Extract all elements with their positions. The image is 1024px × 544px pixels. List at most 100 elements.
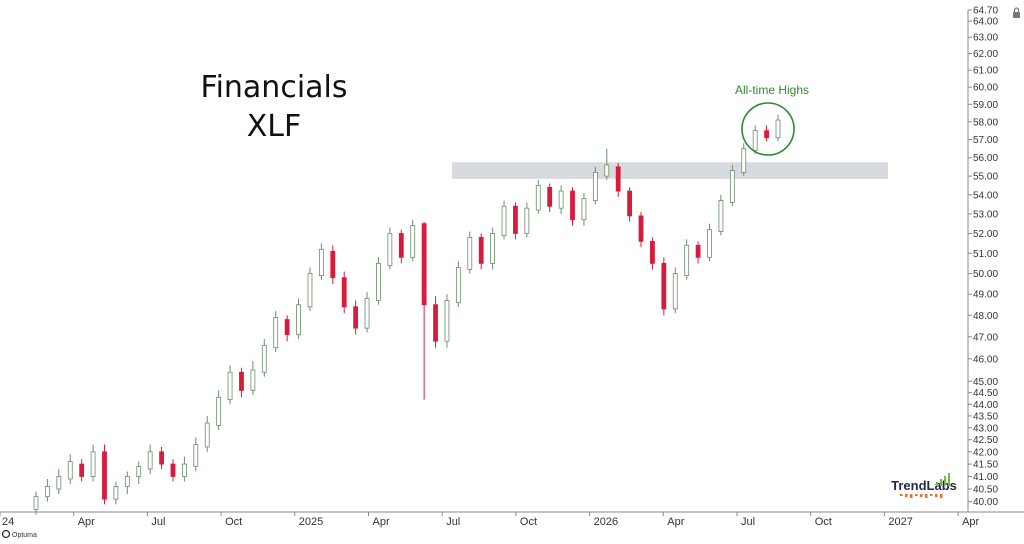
candle [45, 478, 50, 502]
y-tick-label: 40.00 [973, 497, 998, 508]
candle-body [90, 451, 96, 477]
candle-body [513, 205, 518, 234]
y-tick-label: 61.00 [973, 66, 998, 77]
candle-body [501, 205, 507, 236]
candle-body [581, 198, 587, 221]
candle-body [33, 496, 39, 510]
candle-body [56, 476, 62, 490]
y-tick-label: 42.50 [973, 435, 998, 446]
candle [341, 271, 347, 314]
candle [296, 298, 301, 339]
candle-body [604, 164, 610, 177]
candle [398, 229, 404, 264]
x-tick-label: 2025 [299, 516, 323, 528]
y-tick-label: 47.00 [973, 332, 998, 343]
y-tick-label: 42.00 [973, 447, 998, 458]
y-tick-label: 44.00 [973, 400, 998, 411]
candle [387, 227, 393, 270]
candle [193, 437, 199, 472]
candle [570, 187, 575, 226]
y-tick-label: 56.00 [973, 153, 998, 164]
x-tick-label: Oct [520, 516, 537, 528]
candle-body [227, 371, 233, 401]
candle [729, 164, 735, 207]
candle-body [672, 273, 678, 310]
candle [775, 114, 781, 142]
x-tick-label: Apr [962, 516, 979, 528]
candle [273, 311, 279, 353]
chart-subtitle: XLF [247, 109, 302, 144]
candle [672, 267, 678, 314]
y-tick-label: 49.00 [973, 290, 998, 301]
candle-body [387, 233, 393, 266]
y-tick-label: 52.00 [973, 229, 998, 240]
y-tick-label: 46.00 [973, 354, 998, 365]
candle-body [296, 304, 301, 336]
candle-body [570, 190, 575, 221]
lock-icon[interactable] [1013, 7, 1020, 18]
candle [181, 456, 187, 482]
candle-body [261, 345, 267, 373]
candle-body [170, 463, 176, 477]
brand-logo-mark [905, 494, 908, 497]
candle-body [718, 200, 724, 232]
candle-body [147, 451, 153, 470]
x-tick-label: Jul [446, 516, 460, 528]
candle-body [102, 451, 107, 500]
candle [261, 338, 267, 377]
candle [124, 471, 130, 495]
candle-body [79, 463, 85, 477]
candle-body [535, 185, 541, 211]
candle [490, 227, 496, 270]
candle [113, 481, 119, 505]
candle-body [467, 236, 473, 270]
candle [752, 125, 758, 155]
y-tick-label: 62.00 [973, 49, 998, 60]
candle [433, 296, 438, 348]
candle [558, 185, 564, 214]
candle [513, 202, 518, 240]
candle-body [398, 233, 404, 258]
candle-body [250, 369, 256, 391]
y-tick-label: 44.50 [973, 388, 998, 399]
candle [501, 200, 507, 240]
y-tick-label: 45.00 [973, 377, 998, 388]
resistance-zone [452, 162, 888, 179]
candle-body [547, 186, 553, 207]
candle [547, 183, 553, 213]
x-tick-label: 2027 [888, 516, 912, 528]
candle [695, 241, 701, 264]
candle [353, 300, 359, 335]
candle-body [410, 225, 416, 258]
candle [718, 194, 724, 236]
candle [444, 294, 450, 348]
candle-body [376, 262, 381, 301]
candle-body [45, 486, 50, 498]
brand-logo-mark [948, 473, 950, 486]
candle-body [695, 244, 701, 258]
candle [650, 237, 655, 270]
candle [638, 212, 644, 248]
candle-body [421, 223, 427, 306]
candle [535, 179, 541, 214]
candle [364, 292, 370, 333]
candle [661, 257, 667, 316]
candle-body [650, 240, 655, 264]
candle [376, 257, 381, 305]
candle-body [204, 422, 210, 448]
brand-logo-mark [940, 479, 942, 486]
candle [307, 267, 313, 312]
candle [524, 202, 530, 238]
y-tick-label: 50.00 [973, 269, 998, 280]
candle [478, 233, 484, 270]
x-tick-label: 2026 [594, 516, 618, 528]
candle-body [136, 466, 142, 477]
brand-logo-mark [930, 494, 933, 496]
x-tick-label: 24 [2, 516, 14, 528]
candle [250, 361, 256, 396]
candle [684, 239, 690, 280]
x-tick-label: Jul [741, 516, 755, 528]
candle [581, 192, 587, 226]
